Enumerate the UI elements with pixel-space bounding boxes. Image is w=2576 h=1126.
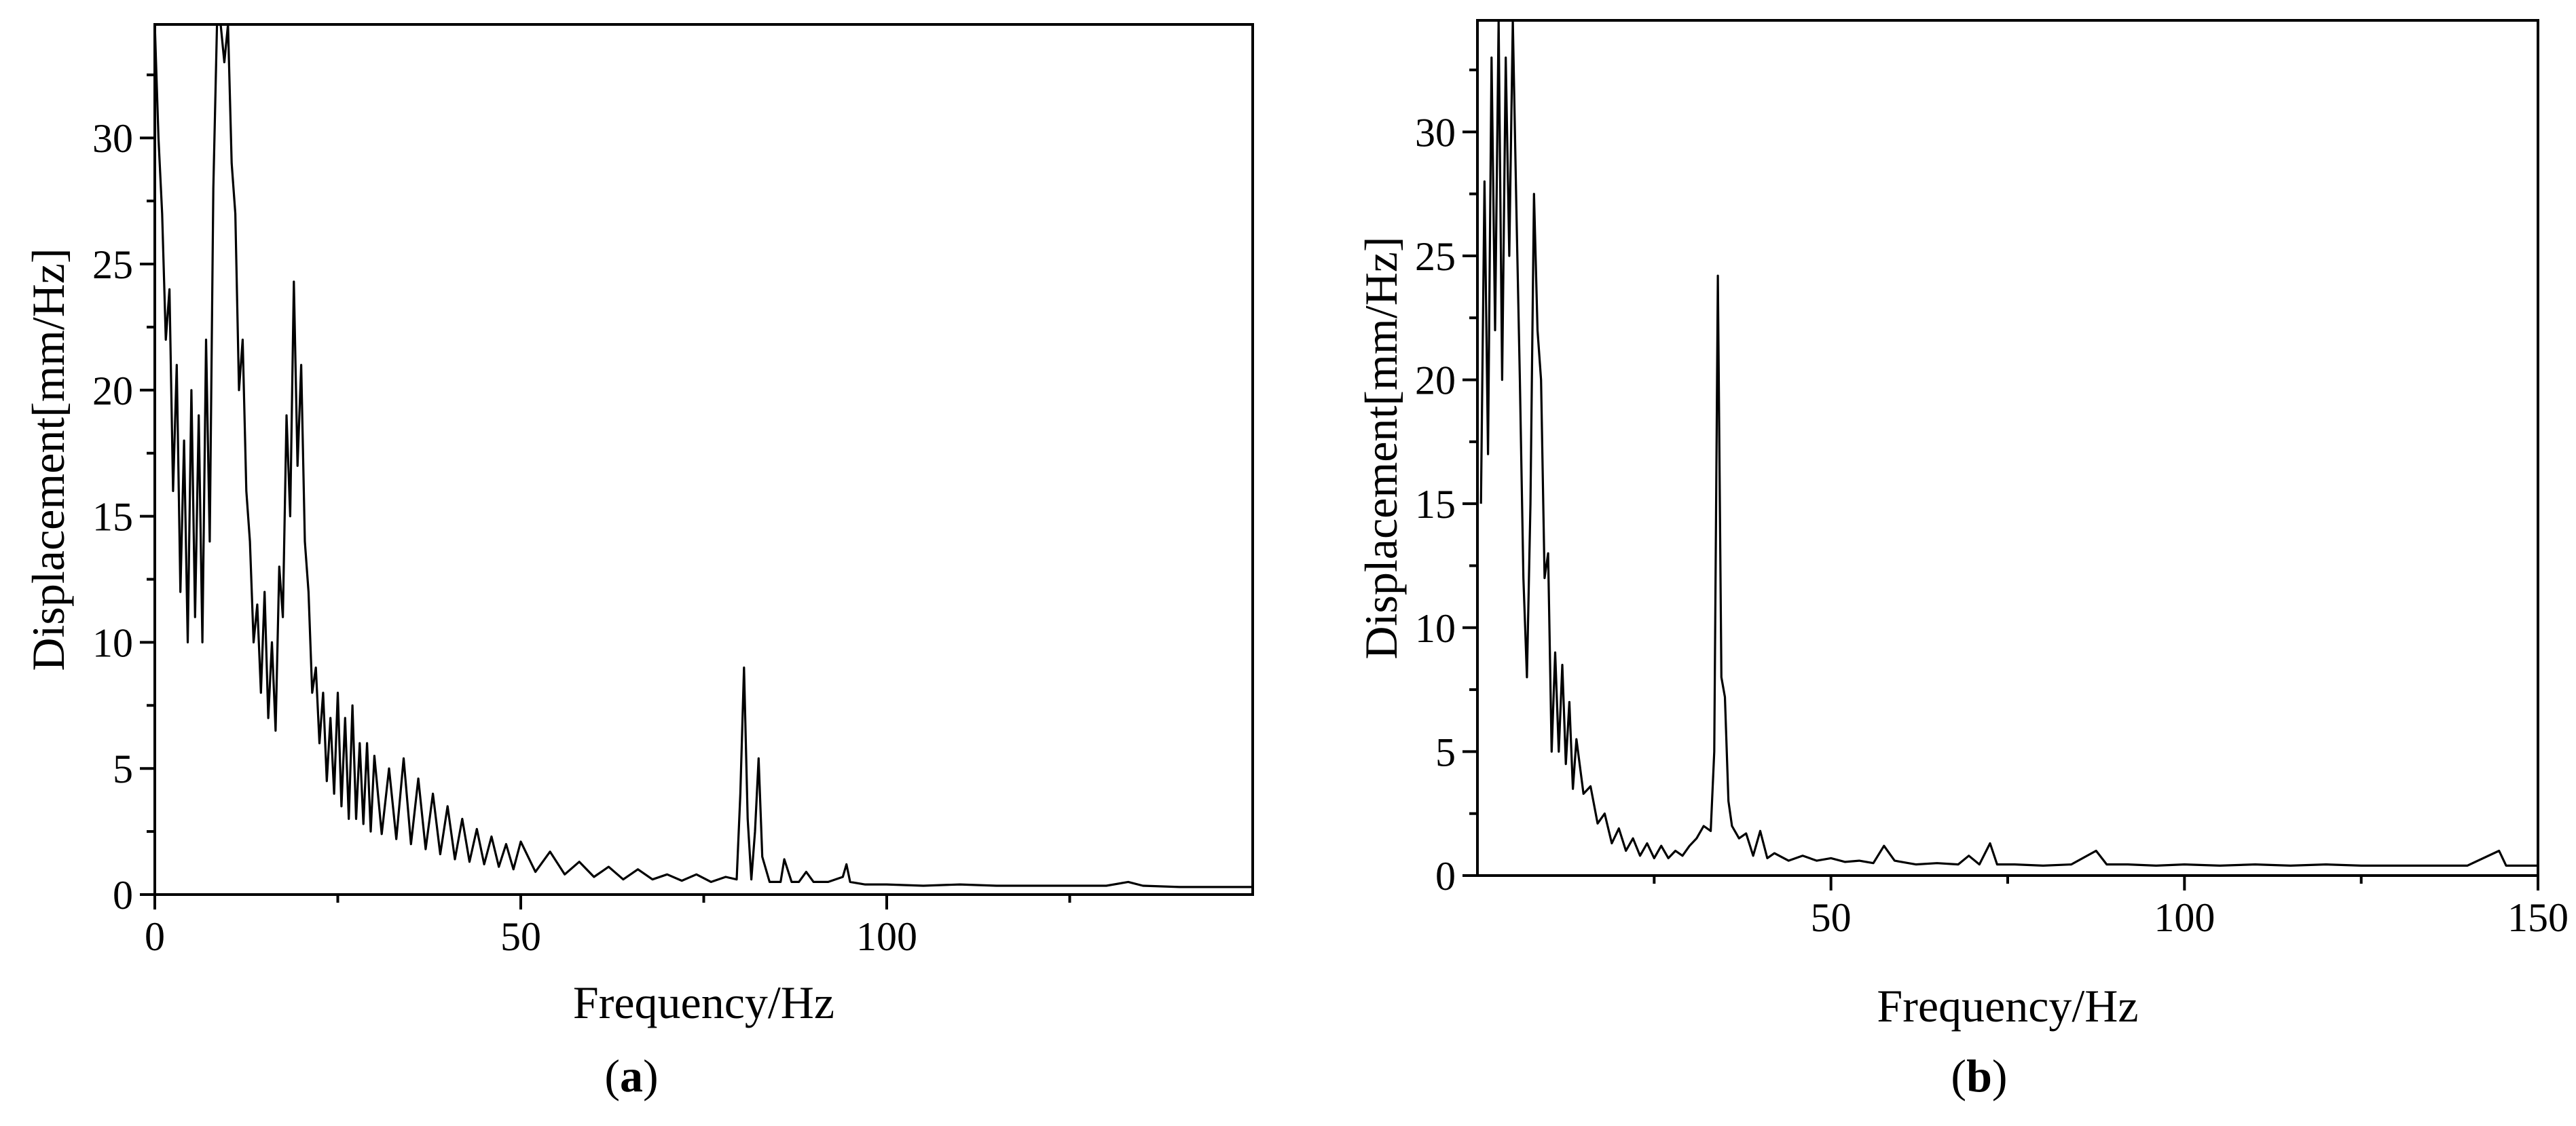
y-tick-label-b: 15: [1415, 482, 1456, 527]
plot-frame-b: [1476, 19, 2539, 877]
y-tick-label-a: 30: [92, 116, 133, 161]
panel-label-close-a: ): [643, 1050, 659, 1102]
plot-frame-a: [153, 23, 1254, 896]
y-tick-label-a: 15: [92, 495, 133, 540]
panel-label-letter-a: a: [620, 1050, 643, 1102]
y-tick-label-a: 5: [113, 747, 133, 791]
x-tick-label-a: 50: [500, 914, 541, 959]
y-tick-label-a: 20: [92, 369, 133, 413]
x-tick-label-b: 50: [1811, 895, 1852, 940]
y-axis-title-b: Displacement[mm/Hz]: [1355, 236, 1407, 659]
series-line-b: [1479, 20, 2538, 867]
series-line-a: [155, 24, 1253, 888]
x-tick-label-b: 150: [2507, 895, 2569, 940]
y-tick-label-a: 10: [92, 620, 133, 665]
tick-labels-b: 0 5 10 15 20 25 30 50 100 150: [1415, 110, 2569, 940]
panel-label-open-b: (: [1951, 1050, 1966, 1102]
panel-label-letter-b: b: [1966, 1050, 1992, 1102]
y-tick-label-a: 0: [113, 873, 133, 918]
x-tick-label-a: 100: [856, 914, 917, 959]
panel-label-a: (a): [604, 1050, 658, 1102]
y-tick-label-a: 25: [92, 242, 133, 287]
y-tick-label-b: 30: [1415, 110, 1456, 155]
y-tick-label-b: 5: [1435, 730, 1456, 774]
panel-label-b: (b): [1951, 1050, 2007, 1102]
y-tick-label-b: 0: [1435, 854, 1456, 899]
panel-label-close-b: ): [1992, 1050, 2008, 1102]
y-axis-title-a: Displacement[mm/Hz]: [22, 248, 74, 671]
y-tick-label-b: 10: [1415, 606, 1456, 651]
panel-label-open-a: (: [604, 1050, 620, 1102]
x-axis-title-a: Frequency/Hz: [573, 977, 834, 1028]
tick-labels-a: 0 5 10 15 20 25 30 0 50 100: [92, 116, 917, 959]
x-tick-label-b: 100: [2154, 895, 2215, 940]
chart-panel-a: 0 5 10 15 20 25 30 0 50 100 Frequency/Hz Displace…: [22, 23, 1254, 1102]
x-axis-title-b: Frequency/Hz: [1877, 980, 2138, 1032]
chart-panel-b: 0 5 10 15 20 25 30 50 100 150 Frequency/Hz Displa…: [1355, 19, 2569, 1102]
x-tick-label-a: 0: [145, 914, 165, 959]
y-tick-label-b: 25: [1415, 234, 1456, 279]
tick-marks-a: [140, 73, 1071, 909]
y-tick-label-b: 20: [1415, 358, 1456, 403]
tick-marks-b: [1462, 69, 2539, 890]
